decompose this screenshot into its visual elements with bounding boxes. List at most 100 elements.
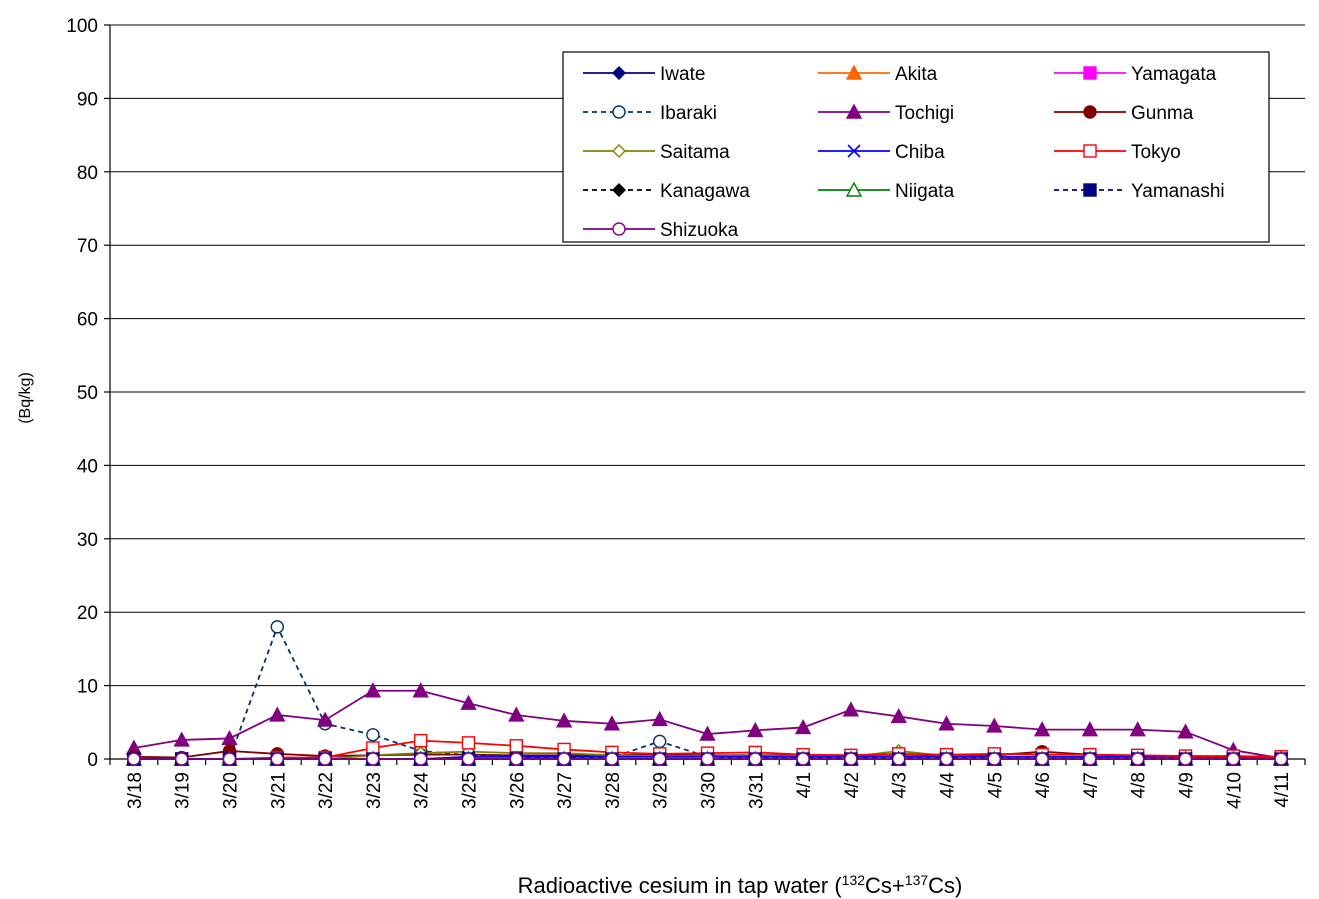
y-tick-label: 70 bbox=[77, 236, 98, 257]
data-point-shizuoka bbox=[1274, 752, 1288, 766]
y-tick-label: 40 bbox=[77, 456, 98, 477]
y-tick-label: 50 bbox=[77, 383, 98, 404]
data-point-shizuoka bbox=[796, 752, 810, 766]
y-tick-label: 10 bbox=[77, 677, 98, 698]
x-axis-label-isotope-2: 137 bbox=[905, 872, 929, 888]
data-point-tochigi bbox=[986, 717, 1003, 733]
data-point-tochigi bbox=[316, 711, 334, 727]
y-tick-label: 20 bbox=[77, 603, 98, 624]
x-axis-label-prefix: Radioactive cesium in tap water ( bbox=[518, 873, 843, 898]
x-tick-label: 3/31 bbox=[746, 772, 767, 809]
data-point-shizuoka bbox=[318, 752, 332, 766]
x-tick-label: 4/10 bbox=[1224, 772, 1245, 809]
data-point-shizuoka bbox=[366, 752, 380, 766]
x-tick-label: 4/3 bbox=[890, 772, 911, 798]
legend-entry-chiba: Chiba bbox=[818, 142, 945, 163]
legend-entry-kanagawa: Kanagawa bbox=[583, 181, 750, 202]
x-tick-label: 4/6 bbox=[1033, 772, 1054, 798]
legend-marker-yamagata bbox=[1083, 66, 1097, 80]
data-point-shizuoka bbox=[222, 752, 237, 766]
data-point-shizuoka bbox=[892, 752, 906, 766]
data-point-shizuoka bbox=[605, 752, 619, 766]
legend-label-tokyo: Tokyo bbox=[1131, 142, 1181, 163]
legend-marker-chiba bbox=[847, 144, 861, 158]
data-point-shizuoka bbox=[127, 752, 141, 766]
y-axis-label: (Bq/kg) bbox=[17, 372, 34, 424]
data-point-shizuoka bbox=[270, 752, 284, 766]
legend-entry-iwate: Iwate bbox=[583, 64, 705, 85]
data-point-tochigi bbox=[1129, 721, 1146, 737]
data-point-shizuoka bbox=[174, 752, 189, 766]
data-point-tokyo bbox=[461, 736, 476, 750]
y-tick-label: 100 bbox=[66, 16, 98, 37]
legend-box bbox=[562, 51, 1270, 243]
legend-label-tochigi: Tochigi bbox=[895, 103, 954, 124]
data-point-shizuoka bbox=[1226, 752, 1241, 766]
x-tick-label: 3/25 bbox=[460, 772, 481, 809]
legend-marker-kanagawa bbox=[612, 183, 626, 197]
x-tick-label: 4/11 bbox=[1272, 772, 1293, 808]
data-point-shizuoka bbox=[557, 752, 571, 766]
legend-marker-tokyo bbox=[1083, 144, 1097, 158]
legend-marker-akita bbox=[845, 64, 863, 80]
data-point-shizuoka bbox=[748, 752, 762, 766]
data-point-tochigi bbox=[460, 694, 477, 710]
legend-entry-yamanashi: Yamanashi bbox=[1054, 181, 1225, 202]
data-point-ibaraki bbox=[366, 728, 380, 742]
y-tick-label: 80 bbox=[77, 163, 98, 184]
x-tick-label: 3/18 bbox=[125, 772, 146, 809]
x-tick-label: 4/1 bbox=[794, 772, 815, 798]
legend-label-akita: Akita bbox=[895, 64, 938, 85]
x-axis-label-element-2: Cs) bbox=[928, 873, 962, 898]
legend-entry-akita: Akita bbox=[818, 64, 938, 85]
x-tick-label: 3/28 bbox=[603, 772, 624, 809]
data-point-shizuoka bbox=[414, 752, 428, 766]
x-tick-label: 3/21 bbox=[268, 772, 289, 809]
x-tick-label: 3/29 bbox=[651, 772, 672, 809]
legend: Iwate Akita Yamagata Ibaraki Tochigi Gunma Sai… bbox=[562, 51, 1270, 243]
legend-marker-shizuoka bbox=[612, 222, 626, 236]
data-point-tokyo bbox=[509, 739, 523, 753]
data-point-shizuoka bbox=[844, 752, 858, 766]
series-shizuoka bbox=[127, 752, 1288, 766]
legend-marker-saitama bbox=[612, 144, 626, 158]
x-tick-label: 3/30 bbox=[699, 772, 720, 809]
data-point-tochigi bbox=[938, 715, 955, 731]
legend-entry-ibaraki: Ibaraki bbox=[583, 103, 717, 124]
data-point-tochigi bbox=[794, 718, 812, 735]
legend-label-shizuoka: Shizuoka bbox=[660, 220, 739, 241]
data-point-tochigi bbox=[603, 715, 621, 731]
series-ibaraki bbox=[127, 620, 1288, 766]
legend-entry-shizuoka: Shizuoka bbox=[583, 220, 739, 241]
y-tick-label: 0 bbox=[87, 750, 98, 771]
data-point-tochigi bbox=[651, 710, 668, 727]
y-tick-label: 30 bbox=[77, 530, 98, 551]
data-point-tochigi bbox=[555, 712, 573, 728]
x-tick-label: 3/19 bbox=[173, 772, 194, 809]
data-point-tochigi bbox=[699, 725, 716, 741]
legend-label-kanagawa: Kanagawa bbox=[660, 181, 750, 202]
legend-marker-gunma bbox=[1083, 105, 1097, 119]
data-point-shizuoka bbox=[509, 752, 523, 766]
legend-entry-gunma: Gunma bbox=[1054, 103, 1194, 124]
x-tick-label: 4/5 bbox=[985, 772, 1006, 798]
legend-entry-yamagata: Yamagata bbox=[1054, 64, 1217, 85]
legend-marker-niigata bbox=[845, 181, 863, 197]
x-tick-label: 3/20 bbox=[221, 772, 242, 809]
legend-marker-tochigi bbox=[845, 103, 863, 119]
legend-label-iwate: Iwate bbox=[660, 64, 705, 85]
legend-entry-tokyo: Tokyo bbox=[1054, 142, 1181, 163]
legend-label-ibaraki: Ibaraki bbox=[660, 103, 717, 124]
legend-label-gunma: Gunma bbox=[1131, 103, 1194, 124]
data-point-tochigi bbox=[1033, 721, 1051, 737]
data-point-shizuoka bbox=[1083, 752, 1097, 766]
data-point-ibaraki bbox=[653, 734, 667, 749]
data-point-tochigi bbox=[364, 682, 382, 698]
series-tochigi bbox=[125, 682, 1290, 765]
data-point-shizuoka bbox=[700, 752, 715, 766]
data-point-tokyo bbox=[414, 733, 428, 748]
x-tick-label: 3/24 bbox=[412, 772, 433, 809]
legend-label-saitama: Saitama bbox=[660, 142, 730, 163]
data-point-shizuoka bbox=[1035, 752, 1049, 766]
